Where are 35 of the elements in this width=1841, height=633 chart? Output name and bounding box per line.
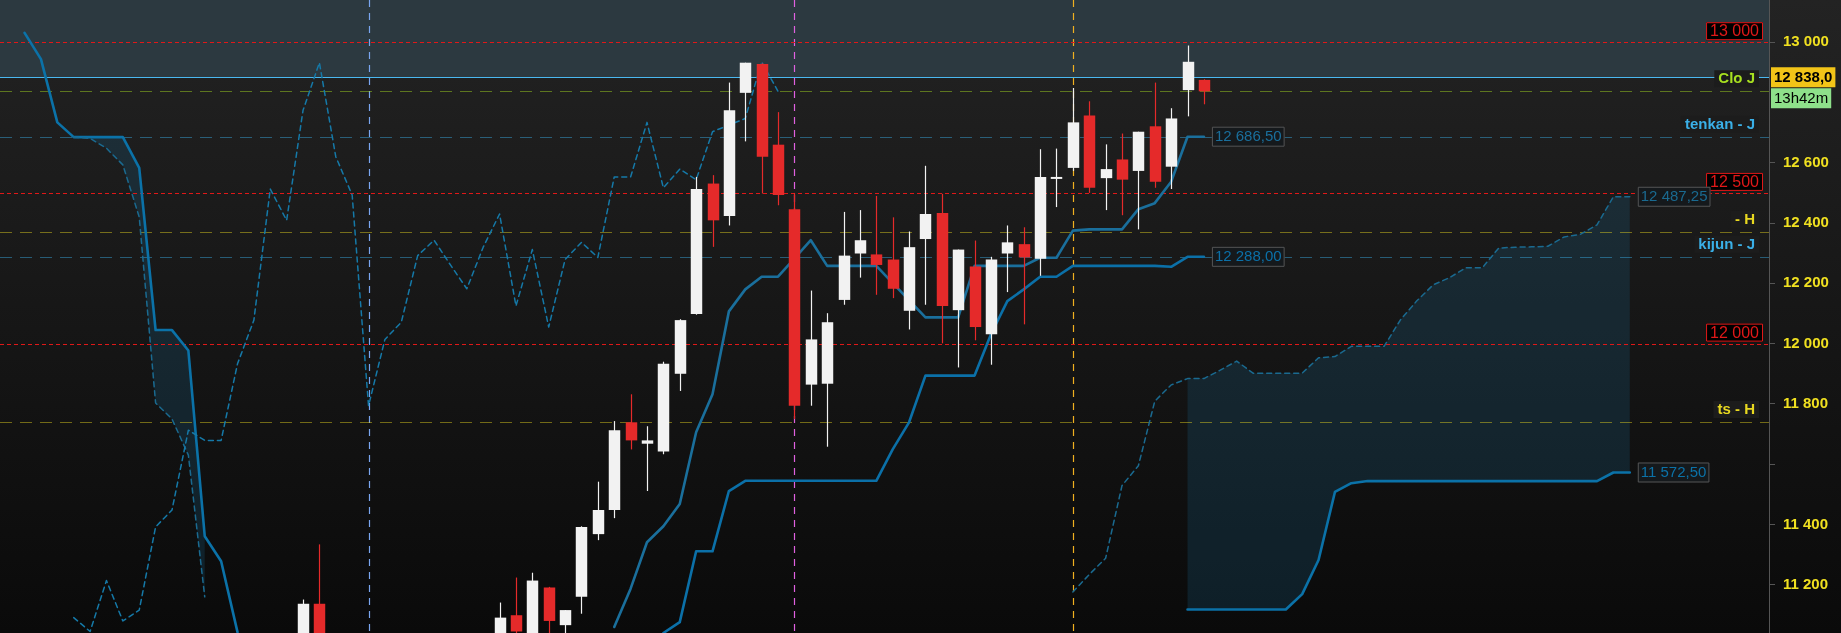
data-label: 11 572,50 <box>1640 463 1707 481</box>
ref-line-label: 12 500 <box>1710 172 1760 190</box>
candlestick <box>559 609 572 633</box>
candlestick <box>1116 132 1129 216</box>
candlestick <box>1001 224 1014 293</box>
ref-line-label: tenkan - J <box>1684 114 1755 132</box>
text: 12 838,0 <box>1774 67 1833 85</box>
text: 13h42m <box>1774 88 1829 106</box>
y-tick-label: 12 400 <box>1783 213 1829 231</box>
candlestick <box>625 393 638 451</box>
ref-line-label: ts - H <box>1717 400 1755 418</box>
y-tick-label: 11 200 <box>1783 574 1829 592</box>
y-tick-label: 12 200 <box>1783 273 1829 291</box>
y-tick-label: 11 400 <box>1783 514 1829 532</box>
candlestick <box>870 195 883 296</box>
ref-line-label: 12 000 <box>1710 323 1760 341</box>
y-tick-label: 11 800 <box>1783 394 1829 412</box>
ref-line-label: kijun - J <box>1698 234 1755 252</box>
y-tick-label: 12 000 <box>1783 333 1829 351</box>
candlestick <box>1100 143 1113 211</box>
ref-line-label: Clo J <box>1718 69 1755 87</box>
candlestick <box>854 209 867 279</box>
ref-line-label: 13 000 <box>1710 22 1760 40</box>
y-tick-label: 13 000 <box>1783 32 1829 50</box>
data-label: 12 288,00 <box>1214 247 1282 265</box>
candlestick <box>1018 226 1031 325</box>
candlestick <box>1050 148 1063 208</box>
candlestick <box>641 425 654 492</box>
data-label: 12 487,25 <box>1640 187 1708 205</box>
ref-line-label: - H <box>1735 209 1755 227</box>
data-label: 12 686,50 <box>1214 127 1282 145</box>
candlestick <box>510 576 523 633</box>
candlestick <box>1198 78 1211 105</box>
y-tick-label: 12 600 <box>1783 152 1829 170</box>
candlestick <box>494 601 507 633</box>
